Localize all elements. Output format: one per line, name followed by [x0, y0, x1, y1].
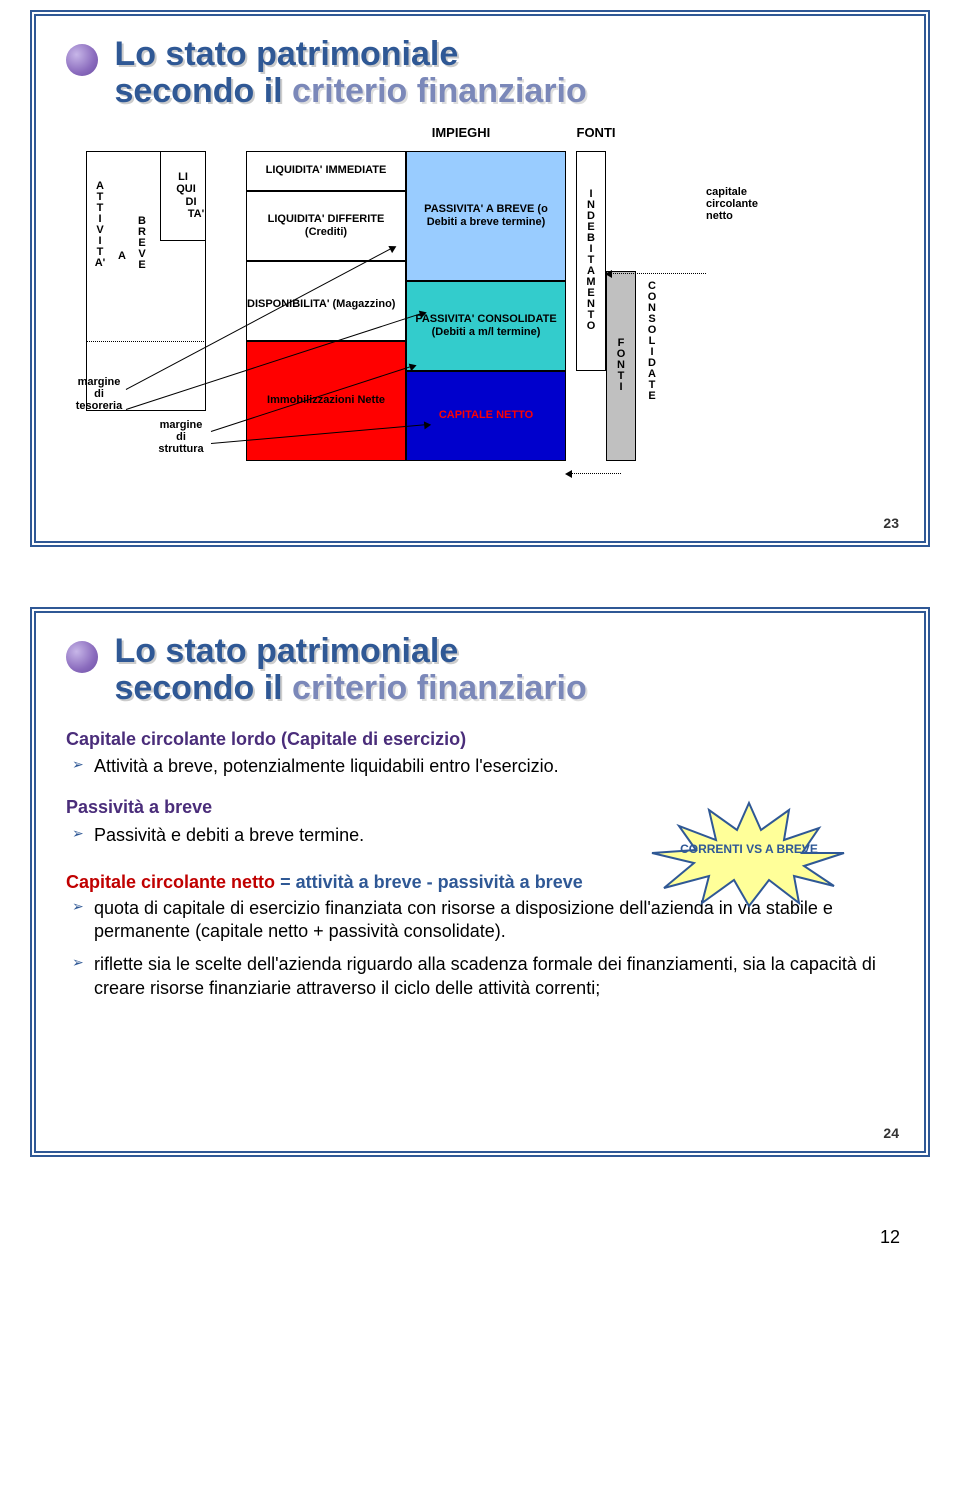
- sect3-lead-rest: = attività a breve - passività a breve: [275, 872, 583, 892]
- hdr-fonti: FONTI: [556, 125, 636, 140]
- slide-title: Lo stato patrimoniale secondo il criteri…: [66, 36, 894, 111]
- s2-title-line1: Lo stato patrimoniale: [114, 632, 458, 670]
- sect3-bullet2: riflette sia le scelte dell'azienda rigu…: [66, 953, 894, 1000]
- slide2-body: Capitale circolante lordo (Capitale di e…: [66, 728, 894, 1001]
- fonti-cons-box: FONTI: [606, 271, 636, 461]
- sect1-bullet1: Attività a breve, potenzialmente liquida…: [66, 755, 894, 778]
- title-line2-em: criterio finanziario: [292, 72, 587, 110]
- starburst-text: CORRENTI VS A BREVE: [644, 842, 854, 858]
- title-line2-pre: secondo il: [114, 72, 292, 110]
- starburst: CORRENTI VS A BREVE: [644, 798, 854, 908]
- margin-struttura: margine di struttura: [146, 419, 216, 455]
- title-text: Lo stato patrimoniale secondo il criteri…: [114, 633, 586, 708]
- vert-fonti: FONTI: [615, 338, 627, 393]
- title-bullet-icon: [66, 44, 98, 76]
- balance-diagram: IMPIEGHI FONTI ATTIVITA' A BREVE LI QUI …: [66, 131, 894, 511]
- vert-a: A: [116, 251, 128, 262]
- liq-l3: DI: [186, 196, 197, 209]
- liq-l2: QUI: [176, 183, 196, 196]
- sect3-lead-red: Capitale circolante netto: [66, 872, 275, 892]
- disponibilita: DISPONIBILITA' (Magazzino): [246, 261, 406, 341]
- liq-l1: LI: [178, 171, 188, 184]
- immobilizzazioni: Immobilizzazioni Nette: [246, 341, 406, 461]
- slide-1: Lo stato patrimoniale secondo il criteri…: [30, 10, 930, 547]
- s2-title-line2-em: criterio finanziario: [292, 669, 587, 707]
- vert-indeb: INDEBITAMENTO: [585, 189, 597, 332]
- passivita-consolidate: PASSIVITA' CONSOLIDATE (Debiti a m/l ter…: [406, 281, 566, 371]
- dotted-divider: [86, 341, 206, 342]
- slide-2: Lo stato patrimoniale secondo il criteri…: [30, 607, 930, 1157]
- capitale-netto: CAPITALE NETTO: [406, 371, 566, 461]
- ccn-label: capitale circolante netto: [706, 186, 758, 222]
- indeb-box: INDEBITAMENTO: [576, 151, 606, 371]
- title-line1: Lo stato patrimoniale: [114, 35, 458, 73]
- arrow-ccn: [611, 273, 706, 274]
- vert-attivita: ATTIVITA': [94, 181, 106, 269]
- slide2-page-number: 24: [883, 1125, 899, 1141]
- arrow-bottom: [571, 473, 621, 474]
- margin-tesoreria: margine di tesoreria: [64, 376, 134, 412]
- liq-differite: LIQUIDITA' DIFFERITE (Crediti): [246, 191, 406, 261]
- s2-title-line2-pre: secondo il: [114, 669, 292, 707]
- document-page-number: 12: [0, 1217, 960, 1268]
- title-bullet-icon: [66, 641, 98, 673]
- sect1-title: Capitale circolante lordo (Capitale di e…: [66, 728, 894, 751]
- slide-page-number: 23: [883, 515, 899, 531]
- liq-immediate: LIQUIDITA' IMMEDIATE: [246, 151, 406, 191]
- slide2-title: Lo stato patrimoniale secondo il criteri…: [66, 633, 894, 708]
- passivita-breve: PASSIVITA' A BREVE (o Debiti a breve ter…: [406, 151, 566, 281]
- title-text: Lo stato patrimoniale secondo il criteri…: [114, 36, 586, 111]
- liquidita-mini-box: LI QUI DI TA': [160, 151, 206, 241]
- vert-consolidate: CONSOLIDATE: [646, 281, 658, 402]
- liq-l4: TA': [188, 208, 204, 221]
- vert-breve: BREVE: [136, 216, 148, 271]
- hdr-impieghi: IMPIEGHI: [406, 125, 516, 140]
